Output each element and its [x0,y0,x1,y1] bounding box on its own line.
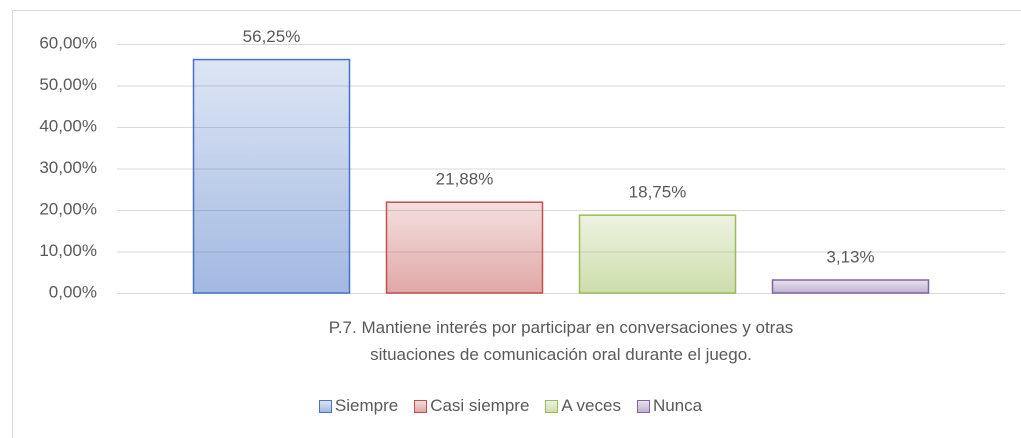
bar [192,58,351,294]
chart-frame [12,10,1021,438]
y-tick-label: 40,00% [39,116,97,135]
legend: Siempre Casi siempre A veces Nunca [0,396,1021,416]
legend-swatch [545,399,559,413]
category-label: P.7. Mantiene interés por participar en … [328,318,794,364]
legend-swatch [318,399,332,413]
data-label: 56,25% [243,27,301,46]
y-tick-label: 0,00% [49,282,97,301]
data-label: 3,13% [826,247,874,266]
legend-item: Nunca [636,396,703,416]
legend-swatch [414,399,428,413]
bar [771,279,930,294]
y-tick-label: 20,00% [39,199,97,218]
data-label: 18,75% [629,183,687,202]
legend-item: Casi siempre [414,396,529,416]
legend-item: A veces [545,396,621,416]
legend-label: A veces [561,396,621,415]
y-tick-label: 30,00% [39,158,97,177]
legend-label: Casi siempre [430,396,530,415]
legend-label: Siempre [334,396,399,415]
legend-swatch [636,399,650,413]
bar [578,214,737,294]
bar [385,201,544,294]
y-tick-label: 60,00% [39,33,97,52]
legend-item: Siempre [318,396,399,416]
data-label: 21,88% [436,170,494,189]
y-tick-label: 50,00% [39,75,97,94]
y-tick-label: 10,00% [39,241,97,260]
legend-label: Nunca [652,396,703,415]
